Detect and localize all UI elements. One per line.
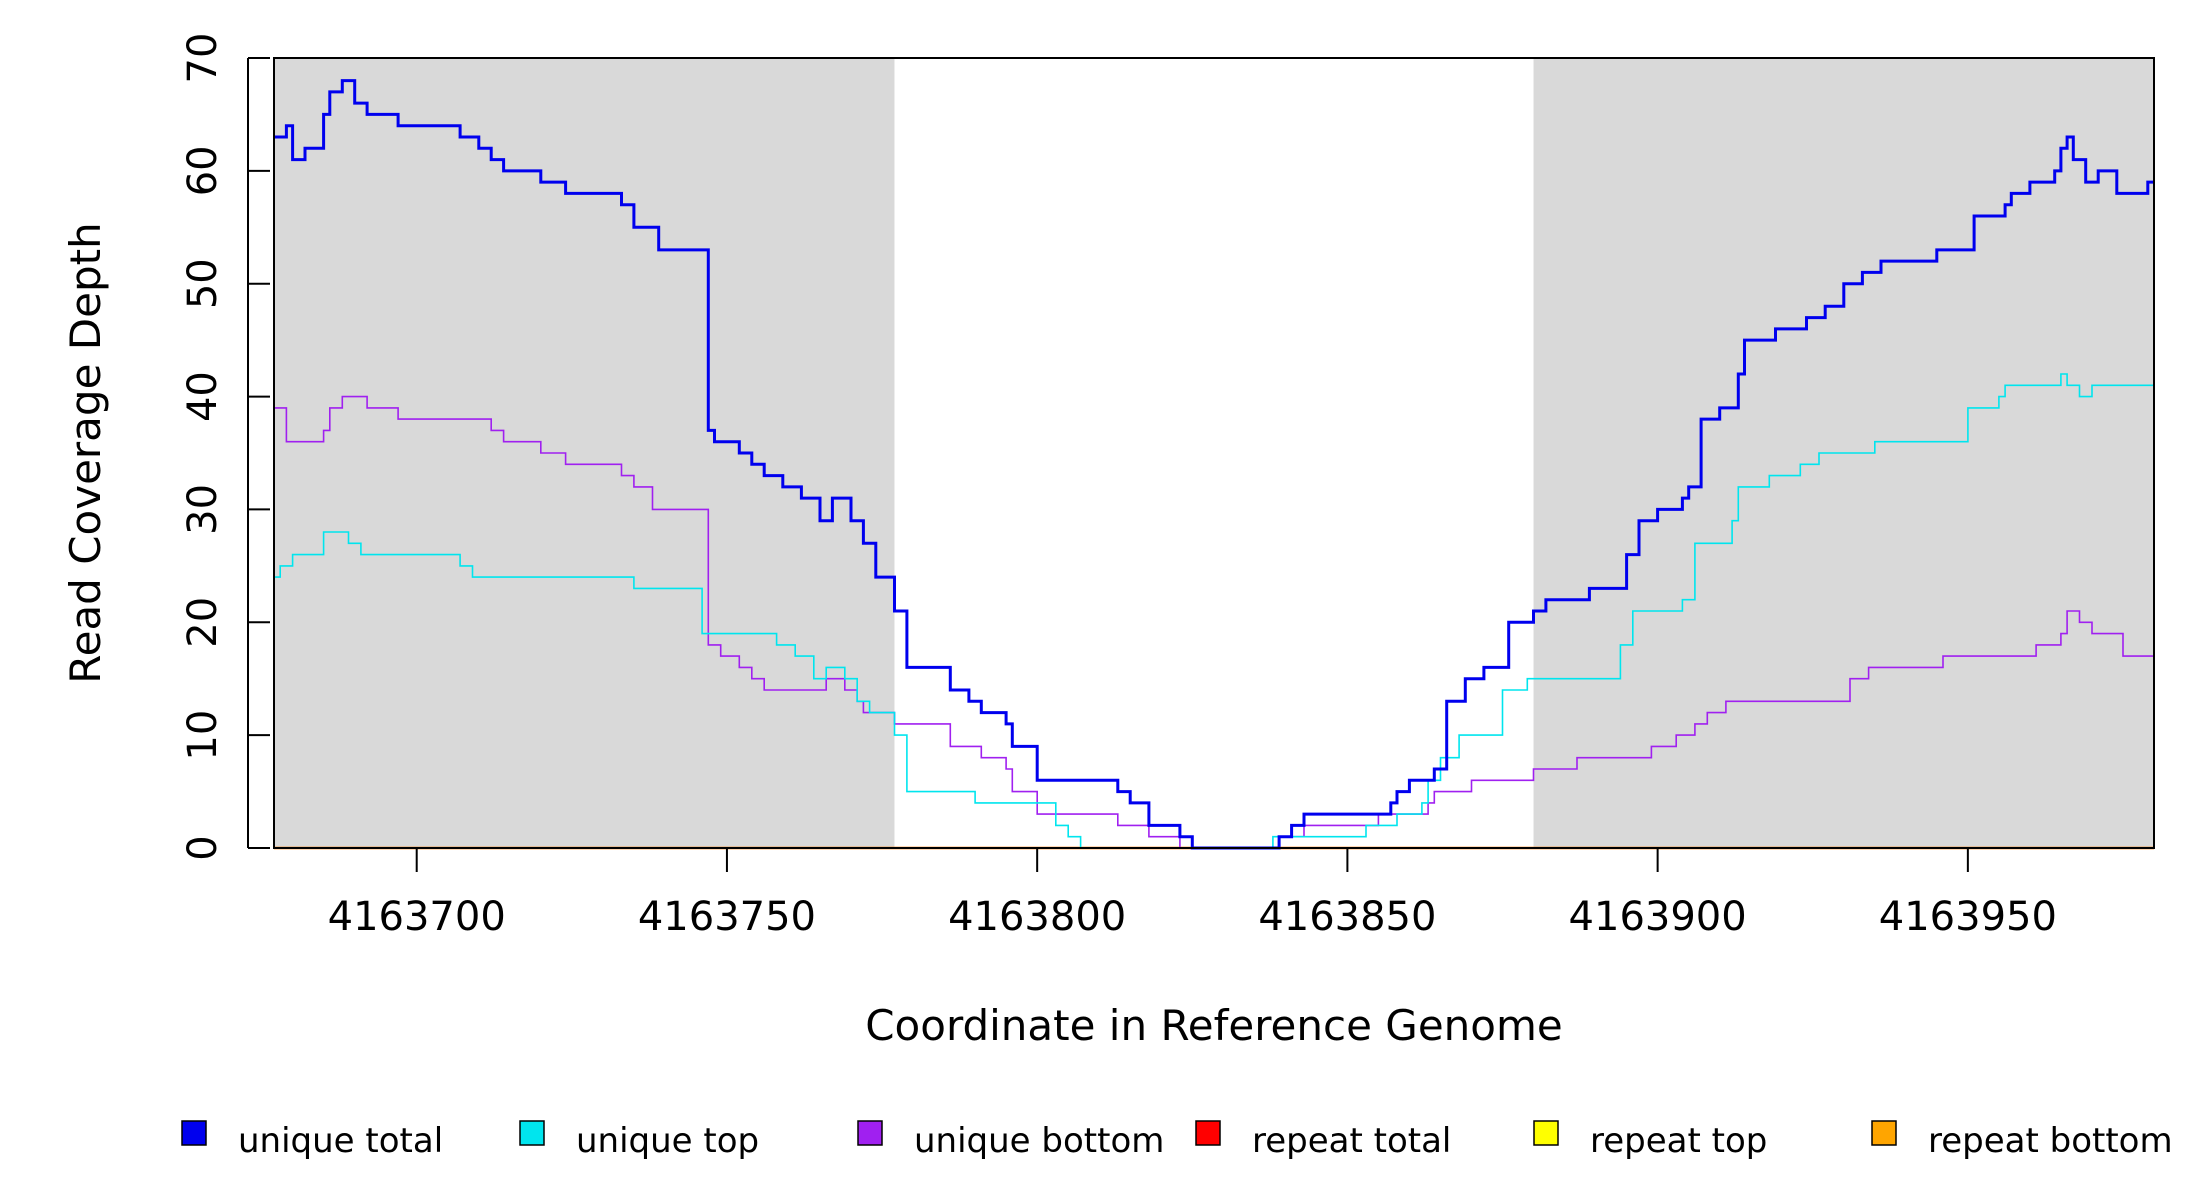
legend-swatch [1533,1120,1559,1146]
legend-item-repeat-top: repeat top [1533,1120,1767,1161]
shaded-region-1 [274,58,895,848]
y-tick-label: 60 [180,145,226,196]
y-tick-label: 0 [180,835,226,860]
legend-label: unique total [238,1121,443,1161]
y-tick-label: 70 [180,33,226,84]
y-tick-label: 20 [180,597,226,648]
legend-swatch [1871,1120,1897,1146]
y-axis-title: Read Coverage Depth [61,222,110,683]
legend-item-repeat-bottom: repeat bottom [1871,1120,2173,1161]
y-tick-label: 50 [180,258,226,309]
x-tick-label: 4163750 [638,894,816,940]
x-axis-title: Coordinate in Reference Genome [865,1001,1563,1050]
series-unique-top [274,373,2154,849]
legend-swatch [519,1120,545,1146]
series-unique-total [274,79,2154,850]
legend-item-unique-top: unique top [519,1120,759,1161]
plot-frame [273,57,2155,849]
legend-item-unique-bottom: unique bottom [857,1120,1164,1161]
legend: unique total unique top unique bottom repea… [181,1120,2173,1161]
x-tick-label: 4163950 [1879,894,2057,940]
legend-swatch [1195,1120,1221,1146]
x-tick-label: 4163700 [328,894,506,940]
legend-item-unique-total: unique total [181,1120,443,1161]
legend-swatch [857,1120,883,1146]
x-axis: 4163700 4163750 4163800 4163850 4163900 41639… [328,848,2057,940]
y-tick-label: 30 [180,484,226,535]
legend-label: repeat total [1252,1121,1451,1161]
legend-swatch [181,1120,207,1146]
legend-item-repeat-total: repeat total [1195,1120,1451,1161]
y-tick-label: 40 [180,371,226,422]
x-tick-label: 4163800 [948,894,1126,940]
legend-label: repeat top [1590,1121,1767,1161]
x-tick-label: 4163850 [1258,894,1436,940]
series-unique-bottom [274,395,2155,849]
legend-label: unique top [576,1121,759,1161]
y-tick-label: 10 [180,710,226,761]
x-tick-label: 4163900 [1569,894,1747,940]
legend-label: repeat bottom [1928,1121,2173,1161]
y-axis: 0 10 20 30 40 50 60 70 [180,33,270,861]
legend-label: unique bottom [914,1121,1164,1161]
